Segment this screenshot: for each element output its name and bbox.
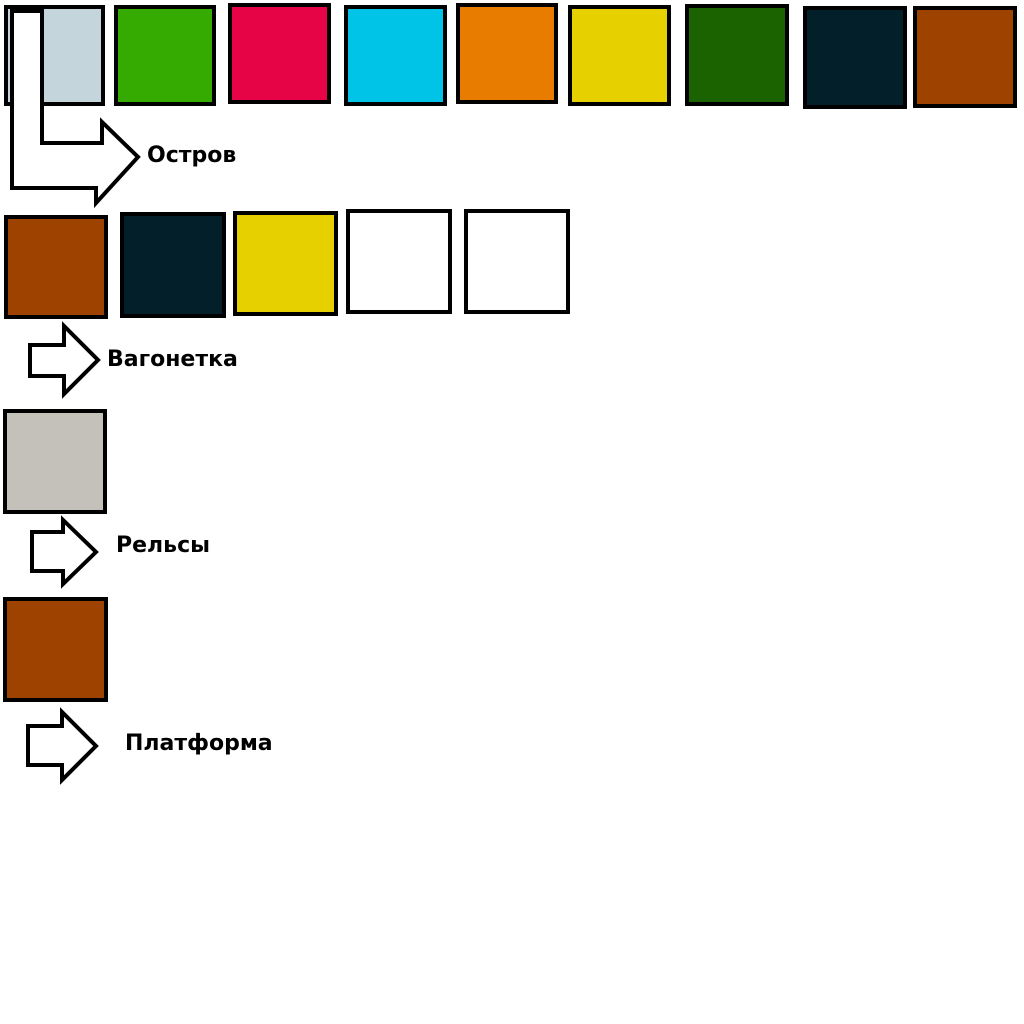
legend-label: Рельсы	[116, 533, 211, 558]
color-swatch	[3, 597, 108, 702]
color-swatch	[114, 5, 216, 106]
color-swatch	[344, 5, 447, 106]
color-swatch	[685, 4, 789, 106]
legend-label: Вагонетка	[107, 347, 238, 372]
legend-label: Платформа	[125, 731, 273, 756]
color-swatch	[346, 209, 452, 314]
color-swatch	[456, 3, 558, 104]
bent-arrow-icon	[10, 9, 141, 209]
color-swatch	[913, 6, 1017, 108]
color-swatch	[228, 3, 331, 104]
color-swatch	[568, 5, 671, 106]
arrow-icon	[28, 321, 101, 399]
color-swatch	[120, 212, 226, 318]
legend-label: Остров	[147, 143, 237, 168]
color-swatch	[464, 209, 570, 314]
arrow-icon	[26, 707, 99, 785]
color-swatch	[803, 6, 907, 109]
color-swatch	[3, 409, 107, 514]
color-swatch	[233, 211, 338, 316]
color-swatch	[4, 215, 108, 319]
arrow-icon	[30, 515, 99, 589]
